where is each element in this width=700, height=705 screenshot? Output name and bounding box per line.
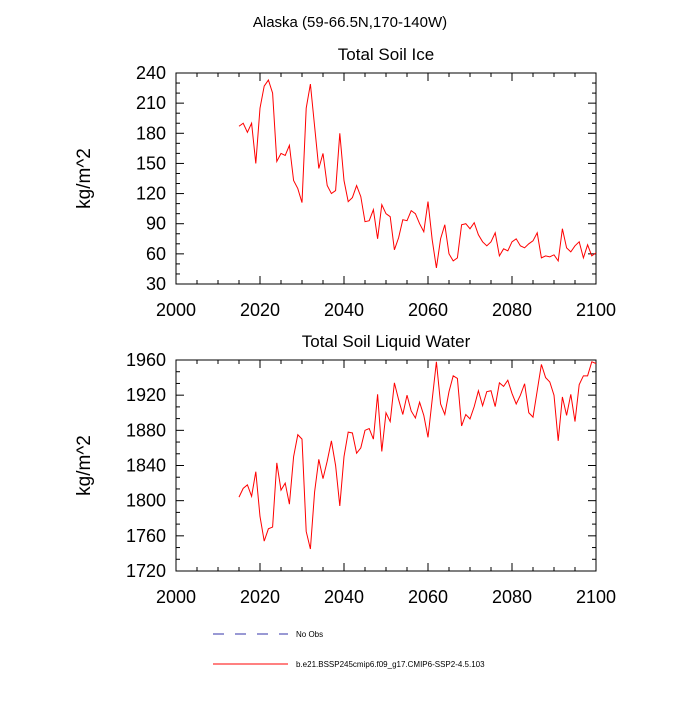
ice-y-tick-label: 120	[136, 184, 166, 204]
liquid-y-tick-label: 1800	[126, 491, 166, 511]
liquid-y-tick-label: 1920	[126, 385, 166, 405]
figure-suptitle: Alaska (59-66.5N,170-140W)	[253, 14, 447, 31]
liquid-x-tick-label: 2000	[156, 587, 196, 607]
liquid-series-line	[238, 361, 597, 550]
chart-legend: No Obs b.e21.BSSP245cmip6.f09_g17.CMIP6-S…	[213, 630, 485, 669]
liquid-plot-frame	[175, 359, 597, 572]
liquid-x-tick-label: 2080	[492, 587, 532, 607]
ice-x-tick-label: 2040	[324, 300, 364, 320]
liquid-x-tick-label: 2020	[240, 587, 280, 607]
ice-panel: Total Soil Ice kg/m^2 2000 2020 2040 2060 2080…	[74, 45, 616, 320]
ice-y-axis-label: kg/m^2	[74, 148, 95, 209]
ice-y-tick-label: 150	[136, 153, 166, 173]
liquid-x-tick-label: 2100	[576, 587, 616, 607]
legend-label: b.e21.BSSP245cmip6.f09_g17.CMIP6-SSP2-4.…	[296, 660, 485, 669]
ice-y-tick-label: 90	[146, 214, 166, 234]
liquid-chart-title: Total Soil Liquid Water	[302, 332, 471, 351]
ice-x-tick-label: 2060	[408, 300, 448, 320]
ice-y-tick-label: 240	[136, 63, 166, 83]
ice-x-tick-label: 2080	[492, 300, 532, 320]
chart-panels: Total Soil Ice kg/m^2 2000 2020 2040 2060 2080…	[74, 45, 616, 607]
ice-plot-frame	[175, 72, 597, 285]
ice-series-line	[238, 78, 597, 268]
liquid-panel: Total Soil Liquid Water kg/m^2 2000 2020 204…	[74, 332, 616, 607]
ice-y-tick-label: 180	[136, 123, 166, 143]
ice-y-tick-label: 60	[146, 244, 166, 264]
liquid-y-tick-label: 1840	[126, 456, 166, 476]
ice-x-tick-label: 2020	[240, 300, 280, 320]
ice-x-tick-label: 2100	[576, 300, 616, 320]
ice-x-tick-label: 2000	[156, 300, 196, 320]
ice-y-tick-label: 210	[136, 93, 166, 113]
legend-entry: No Obs	[213, 630, 323, 639]
ice-y-tick-label: 30	[146, 274, 166, 294]
liquid-y-tick-label: 1960	[126, 350, 166, 370]
liquid-y-tick-label: 1880	[126, 420, 166, 440]
liquid-x-tick-label: 2040	[324, 587, 364, 607]
liquid-y-tick-label: 1760	[126, 526, 166, 546]
legend-entry: b.e21.BSSP245cmip6.f09_g17.CMIP6-SSP2-4.…	[213, 660, 485, 669]
legend-label: No Obs	[296, 630, 323, 639]
liquid-y-tick-label: 1720	[126, 561, 166, 581]
ice-chart-title: Total Soil Ice	[338, 45, 434, 64]
liquid-y-axis-label: kg/m^2	[74, 435, 95, 496]
liquid-x-tick-label: 2060	[408, 587, 448, 607]
